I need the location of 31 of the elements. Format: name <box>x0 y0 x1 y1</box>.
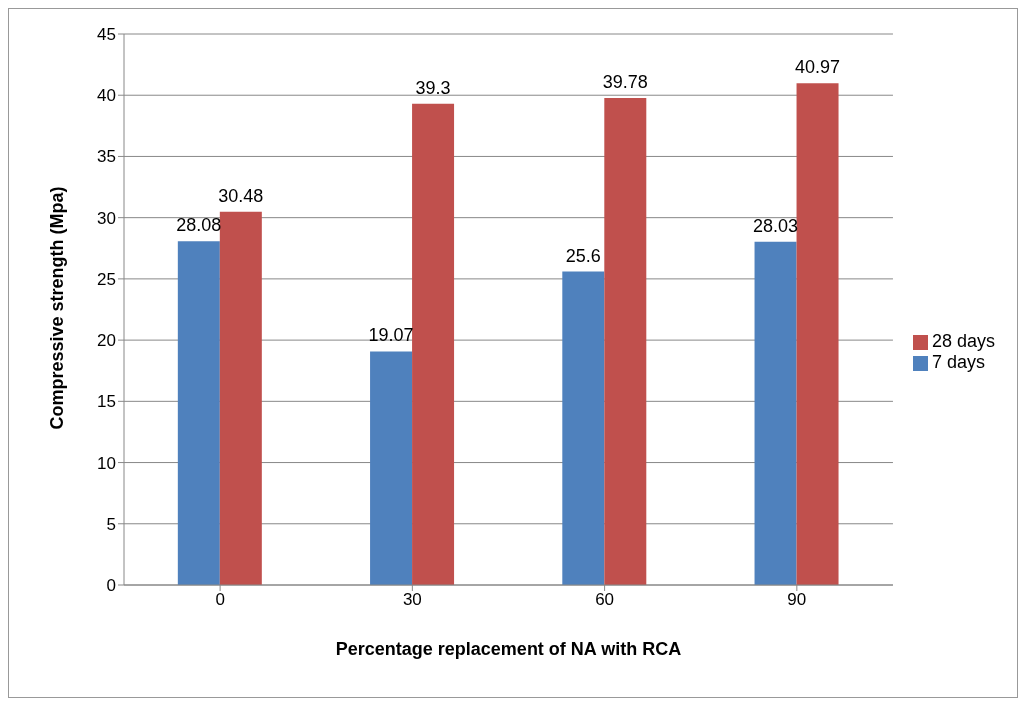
x-tick-label: 30 <box>402 590 422 610</box>
legend-label: 7 days <box>931 352 985 372</box>
x-tick-label: 60 <box>595 590 615 610</box>
y-tick-label: 40 <box>97 86 116 106</box>
y-tick-label: 45 <box>97 25 116 45</box>
data-label: 39.78 <box>602 71 648 92</box>
bar <box>562 271 605 585</box>
bar <box>370 351 413 585</box>
bar <box>177 241 220 585</box>
y-tick-label: 35 <box>97 147 116 167</box>
y-axis-title: Compressive strength (Mpa) <box>47 186 68 430</box>
y-tick-label: 30 <box>97 208 116 228</box>
y-tick-label: 10 <box>97 453 116 473</box>
x-tick-label: 90 <box>787 590 807 610</box>
data-label: 40.97 <box>795 57 841 78</box>
bar <box>412 103 455 585</box>
y-tick-label: 25 <box>97 269 116 289</box>
x-axis-title: Percentage replacement of NA with RCA <box>335 639 682 659</box>
data-label: 30.48 <box>218 185 264 206</box>
bar <box>604 97 647 585</box>
y-tick-label: 0 <box>106 576 116 596</box>
y-tick-label: 5 <box>106 514 116 534</box>
y-tick-label: 15 <box>97 392 116 412</box>
bar <box>219 211 262 585</box>
x-tick-label: 0 <box>215 590 225 610</box>
legend-label: 28 days <box>931 331 995 351</box>
data-label: 25.6 <box>565 245 601 266</box>
data-label: 39.3 <box>415 77 451 98</box>
bar <box>754 241 797 585</box>
y-tick-label: 20 <box>97 331 116 351</box>
bar <box>796 83 839 585</box>
